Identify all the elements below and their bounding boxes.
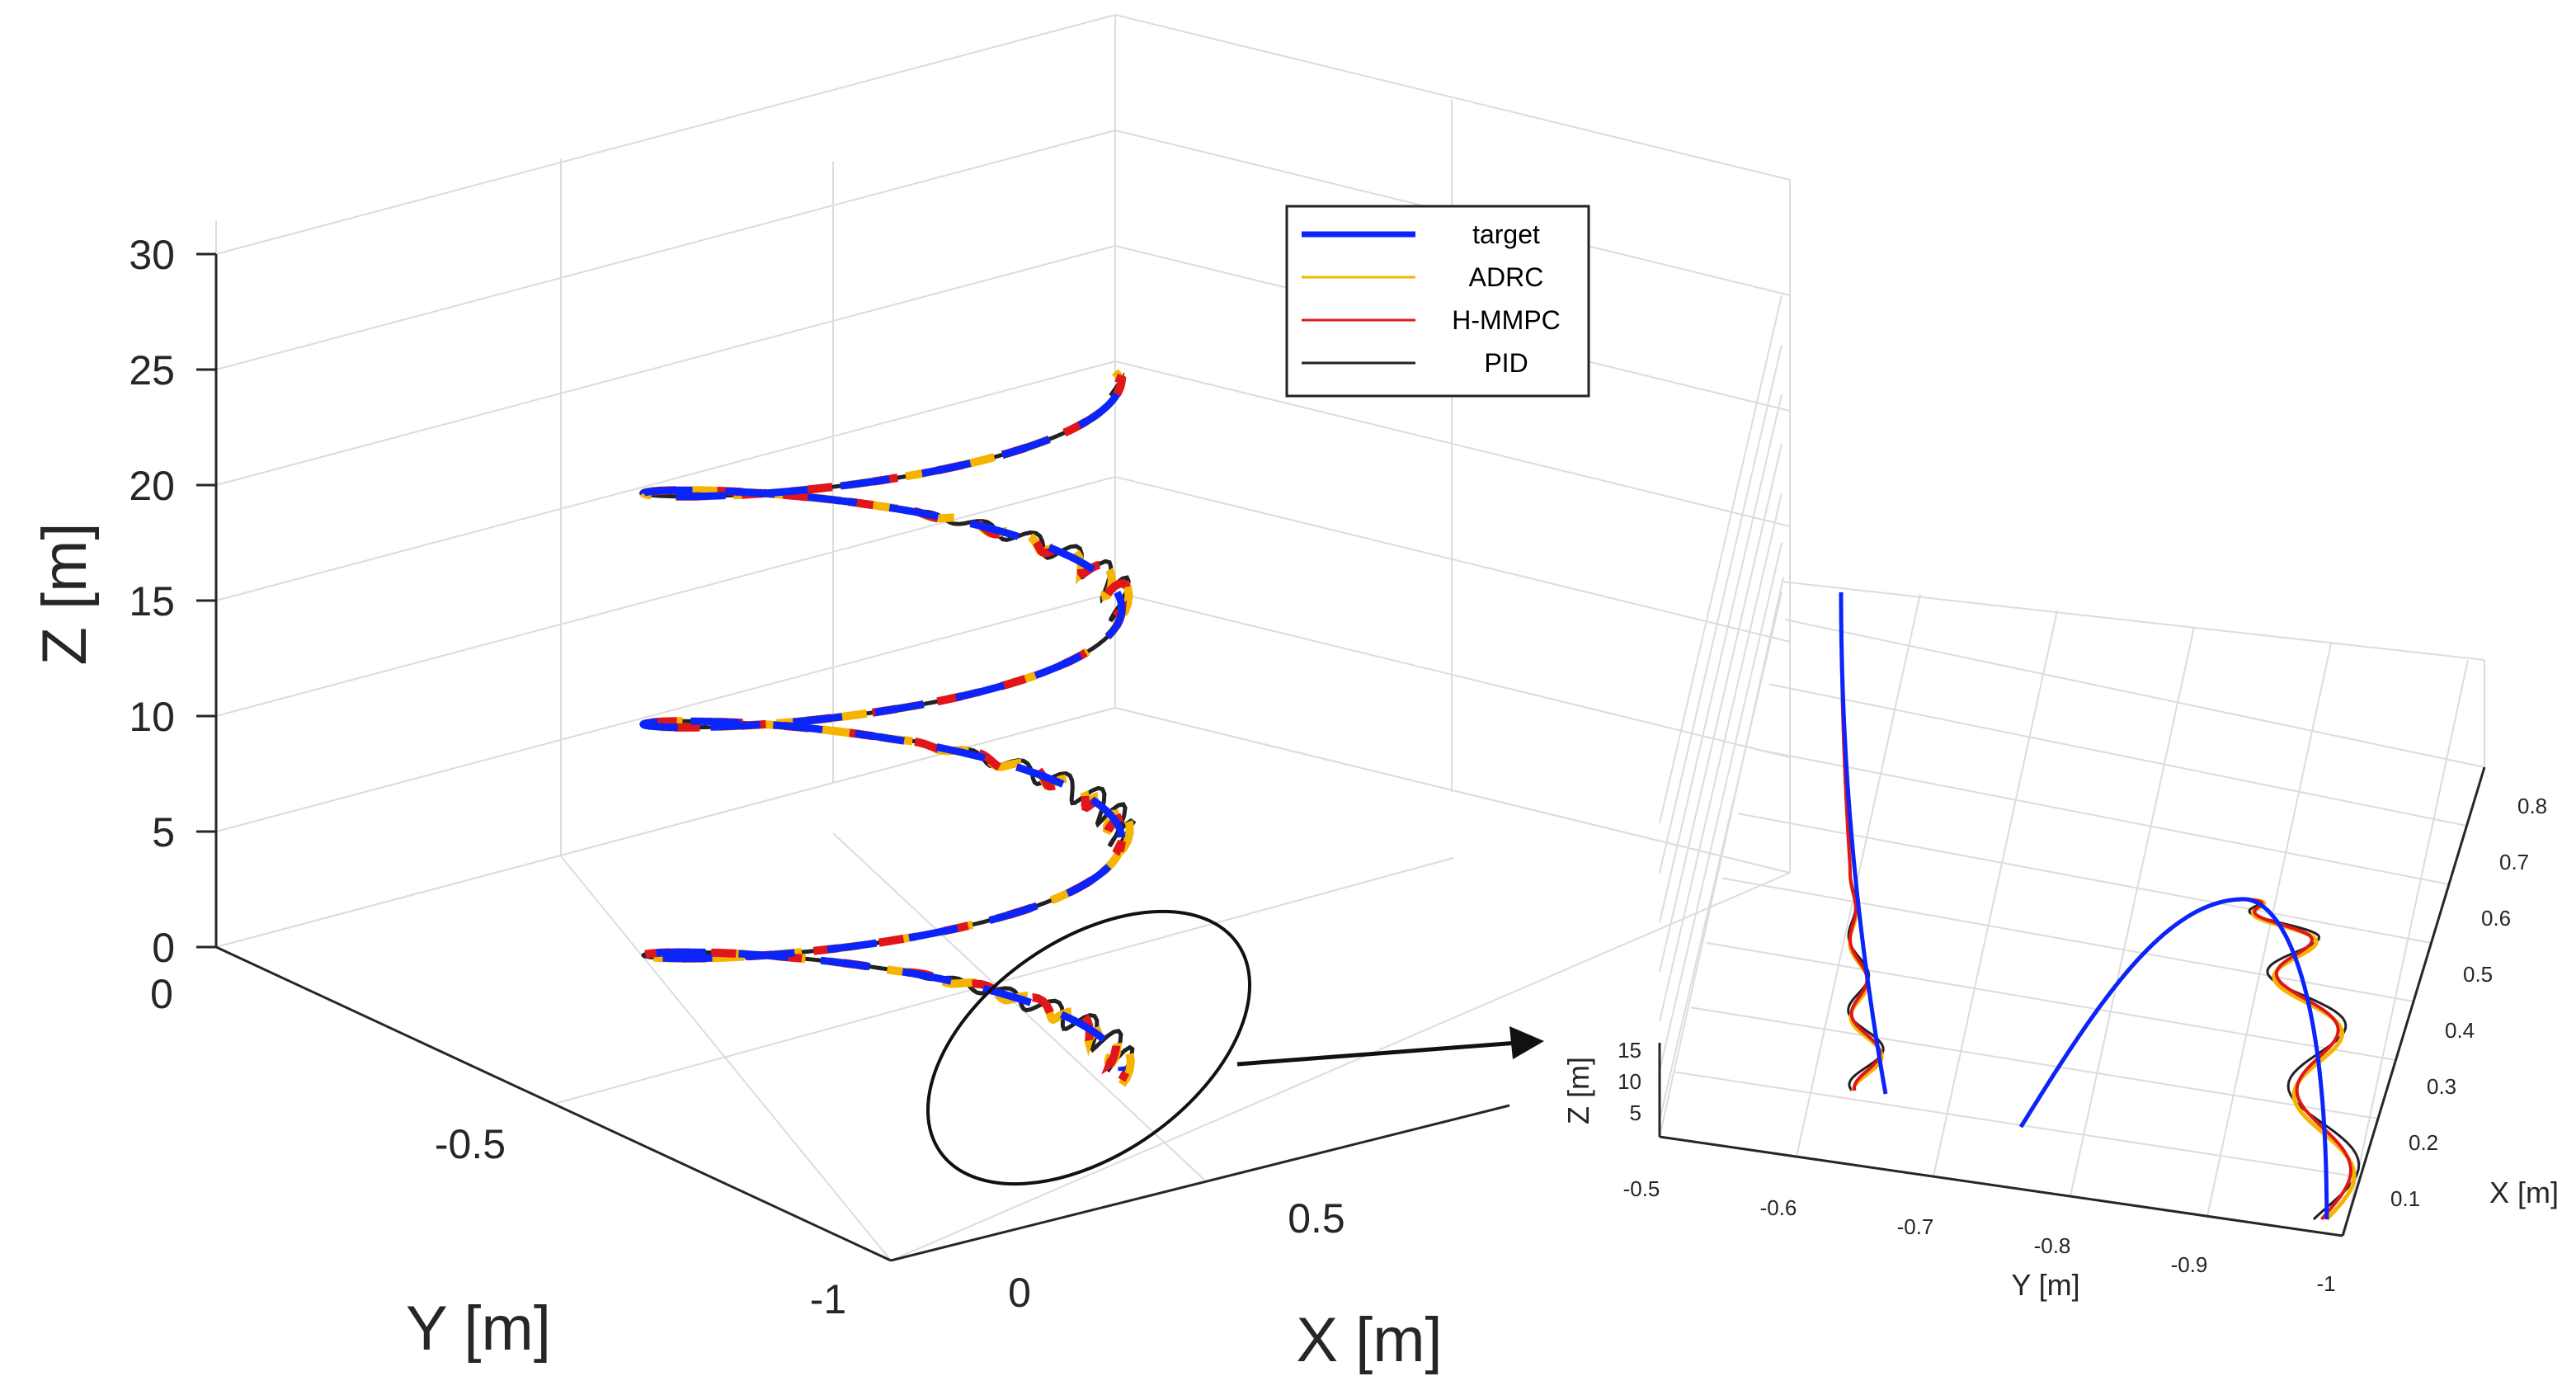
main-x-tick-label: 0.5: [1288, 1195, 1345, 1242]
main-grid-line: [560, 855, 892, 1261]
main-z-tick-label: 10: [129, 694, 175, 740]
main-grid-line: [215, 707, 1116, 948]
main-grid-line: [215, 14, 1116, 255]
inset-z-tick-labels: 5 10 15: [1618, 1038, 1641, 1125]
main-z-tick-label: 5: [152, 809, 175, 855]
legend-label: PID: [1484, 348, 1528, 378]
inset-trajectories: [1839, 592, 2361, 1221]
main-y-axis-label: Y [m]: [406, 1294, 551, 1364]
inset-grid-line: [2343, 659, 2469, 1237]
inset-grid-line: [1784, 619, 2485, 768]
zoom-arrow: [1236, 1026, 1544, 1067]
inset-grid-line: [1706, 941, 2396, 1061]
main-z-tick-label: 15: [129, 578, 175, 624]
inset-x-tick-label: 0.4: [2445, 1018, 2475, 1043]
inset-x-tick-label: 0.3: [2427, 1074, 2456, 1099]
inset-axes: [1658, 766, 2486, 1237]
main-y-tick-label: 0: [150, 971, 173, 1017]
main-z-tick-label: 0: [152, 925, 175, 971]
inset-y-axis-label: Y [m]: [2011, 1268, 2079, 1302]
inset-z-tick-label: 5: [1630, 1100, 1641, 1125]
main-y-tick-labels: 0 -0.5 -1: [150, 971, 846, 1322]
legend-label: H-MMPC: [1452, 305, 1561, 335]
main-z-tick-labels: 0 5 10 15 20 25 30: [129, 232, 216, 971]
inset-z-tick-label: 10: [1618, 1069, 1641, 1094]
inset-grid-line: [1781, 581, 2485, 661]
inset-grid-line: [1659, 577, 1784, 1138]
legend-label: ADRC: [1469, 262, 1544, 292]
inset-z-tick-label: 15: [1618, 1038, 1641, 1063]
main-grid-line: [215, 245, 1116, 486]
inset-z-axis-label: Z [m]: [1561, 1057, 1595, 1124]
inset-target-line-right: [2018, 897, 2329, 1219]
legend-label: target: [1472, 219, 1540, 249]
main-x-tick-label: 0: [1008, 1270, 1031, 1316]
main-y-tick-label: -1: [810, 1276, 846, 1322]
inset-grid-line: [1674, 1071, 2361, 1178]
inset-y-tick-label: -0.6: [1760, 1195, 1797, 1220]
inset-y-tick-label: -0.8: [2034, 1233, 2071, 1258]
inset-grid-line: [1737, 813, 2432, 944]
inset-grid-line: [1796, 593, 1921, 1157]
inset-grid-line: [2206, 643, 2332, 1217]
inset-y-tick-label: -1: [2316, 1271, 2335, 1296]
main-z-tick-label: 30: [129, 232, 175, 278]
main-z-tick-label: 25: [129, 347, 175, 394]
inset-target-line-left: [1839, 592, 1888, 1095]
inset-grid-line: [2070, 626, 2195, 1197]
inset-x-axis-label: X [m]: [2489, 1176, 2559, 1209]
inset-grid-line: [1933, 610, 2058, 1177]
inset-x-tick-label: 0.2: [2409, 1130, 2438, 1155]
inset-grid-line: [1659, 295, 1782, 824]
inset-x-tick-label: 0.5: [2463, 962, 2493, 987]
inset-h-mmpc-line-right: [2019, 898, 2353, 1221]
main-x-axis-label: X [m]: [1296, 1305, 1442, 1375]
inset-y-tick-label: -0.9: [2171, 1252, 2208, 1277]
inset-x-tick-label: 0.7: [2499, 850, 2529, 874]
main-z-tick-label: 20: [129, 463, 175, 509]
legend: target ADRC H-MMPC PID: [1285, 205, 1590, 398]
inset-grid-line: [1659, 394, 1782, 923]
target-trajectory-line: [638, 377, 1126, 1072]
main-grid-line: [215, 361, 1116, 601]
inset-grid-line: [1721, 877, 2414, 1002]
main-trajectories: [638, 369, 1137, 1087]
inset-grid-line: [1768, 683, 2467, 827]
inset-grid-line: [1659, 492, 1782, 1022]
inset-x-tick-label: 0.8: [2517, 794, 2547, 818]
inset-y-tick-label: -0.7: [1897, 1214, 1934, 1239]
main-grid-line: [553, 857, 1454, 1105]
main-y-tick-label: -0.5: [435, 1121, 506, 1167]
inset-y-tick-label: -0.5: [1623, 1176, 1660, 1201]
inset-x-tick-label: 0.6: [2481, 906, 2511, 931]
main-grid-line: [215, 591, 1116, 832]
main-grid: [215, 14, 1791, 1261]
inset-grid-line: [1690, 1006, 2379, 1119]
inset-grid-line: [1753, 747, 2450, 885]
main-grid-line: [1114, 14, 1791, 181]
main-grid-line: [832, 832, 1205, 1181]
main-grid-line: [215, 130, 1116, 370]
main-z-axis-label: Z [m]: [30, 522, 100, 665]
inset-grid: [1659, 295, 2485, 1237]
main-grid-line: [215, 476, 1116, 717]
zoom-region-ellipse: [925, 909, 1252, 1186]
main-x-tick-labels: 00.5: [1008, 1195, 1345, 1316]
inset-grid-line: [1659, 542, 1782, 1072]
inset-x-tick-labels: 0.1 0.2 0.3 0.4 0.5 0.6 0.7 0.8: [2390, 794, 2547, 1211]
inset-grid-line: [1659, 344, 1782, 874]
main-grid-line: [890, 872, 1791, 1261]
inset-y-tick-labels: -0.5 -0.6 -0.7 -0.8 -0.9 -1: [1623, 1176, 2336, 1296]
inset-grid-line: [1659, 443, 1782, 973]
inset-x-tick-label: 0.1: [2390, 1186, 2420, 1211]
